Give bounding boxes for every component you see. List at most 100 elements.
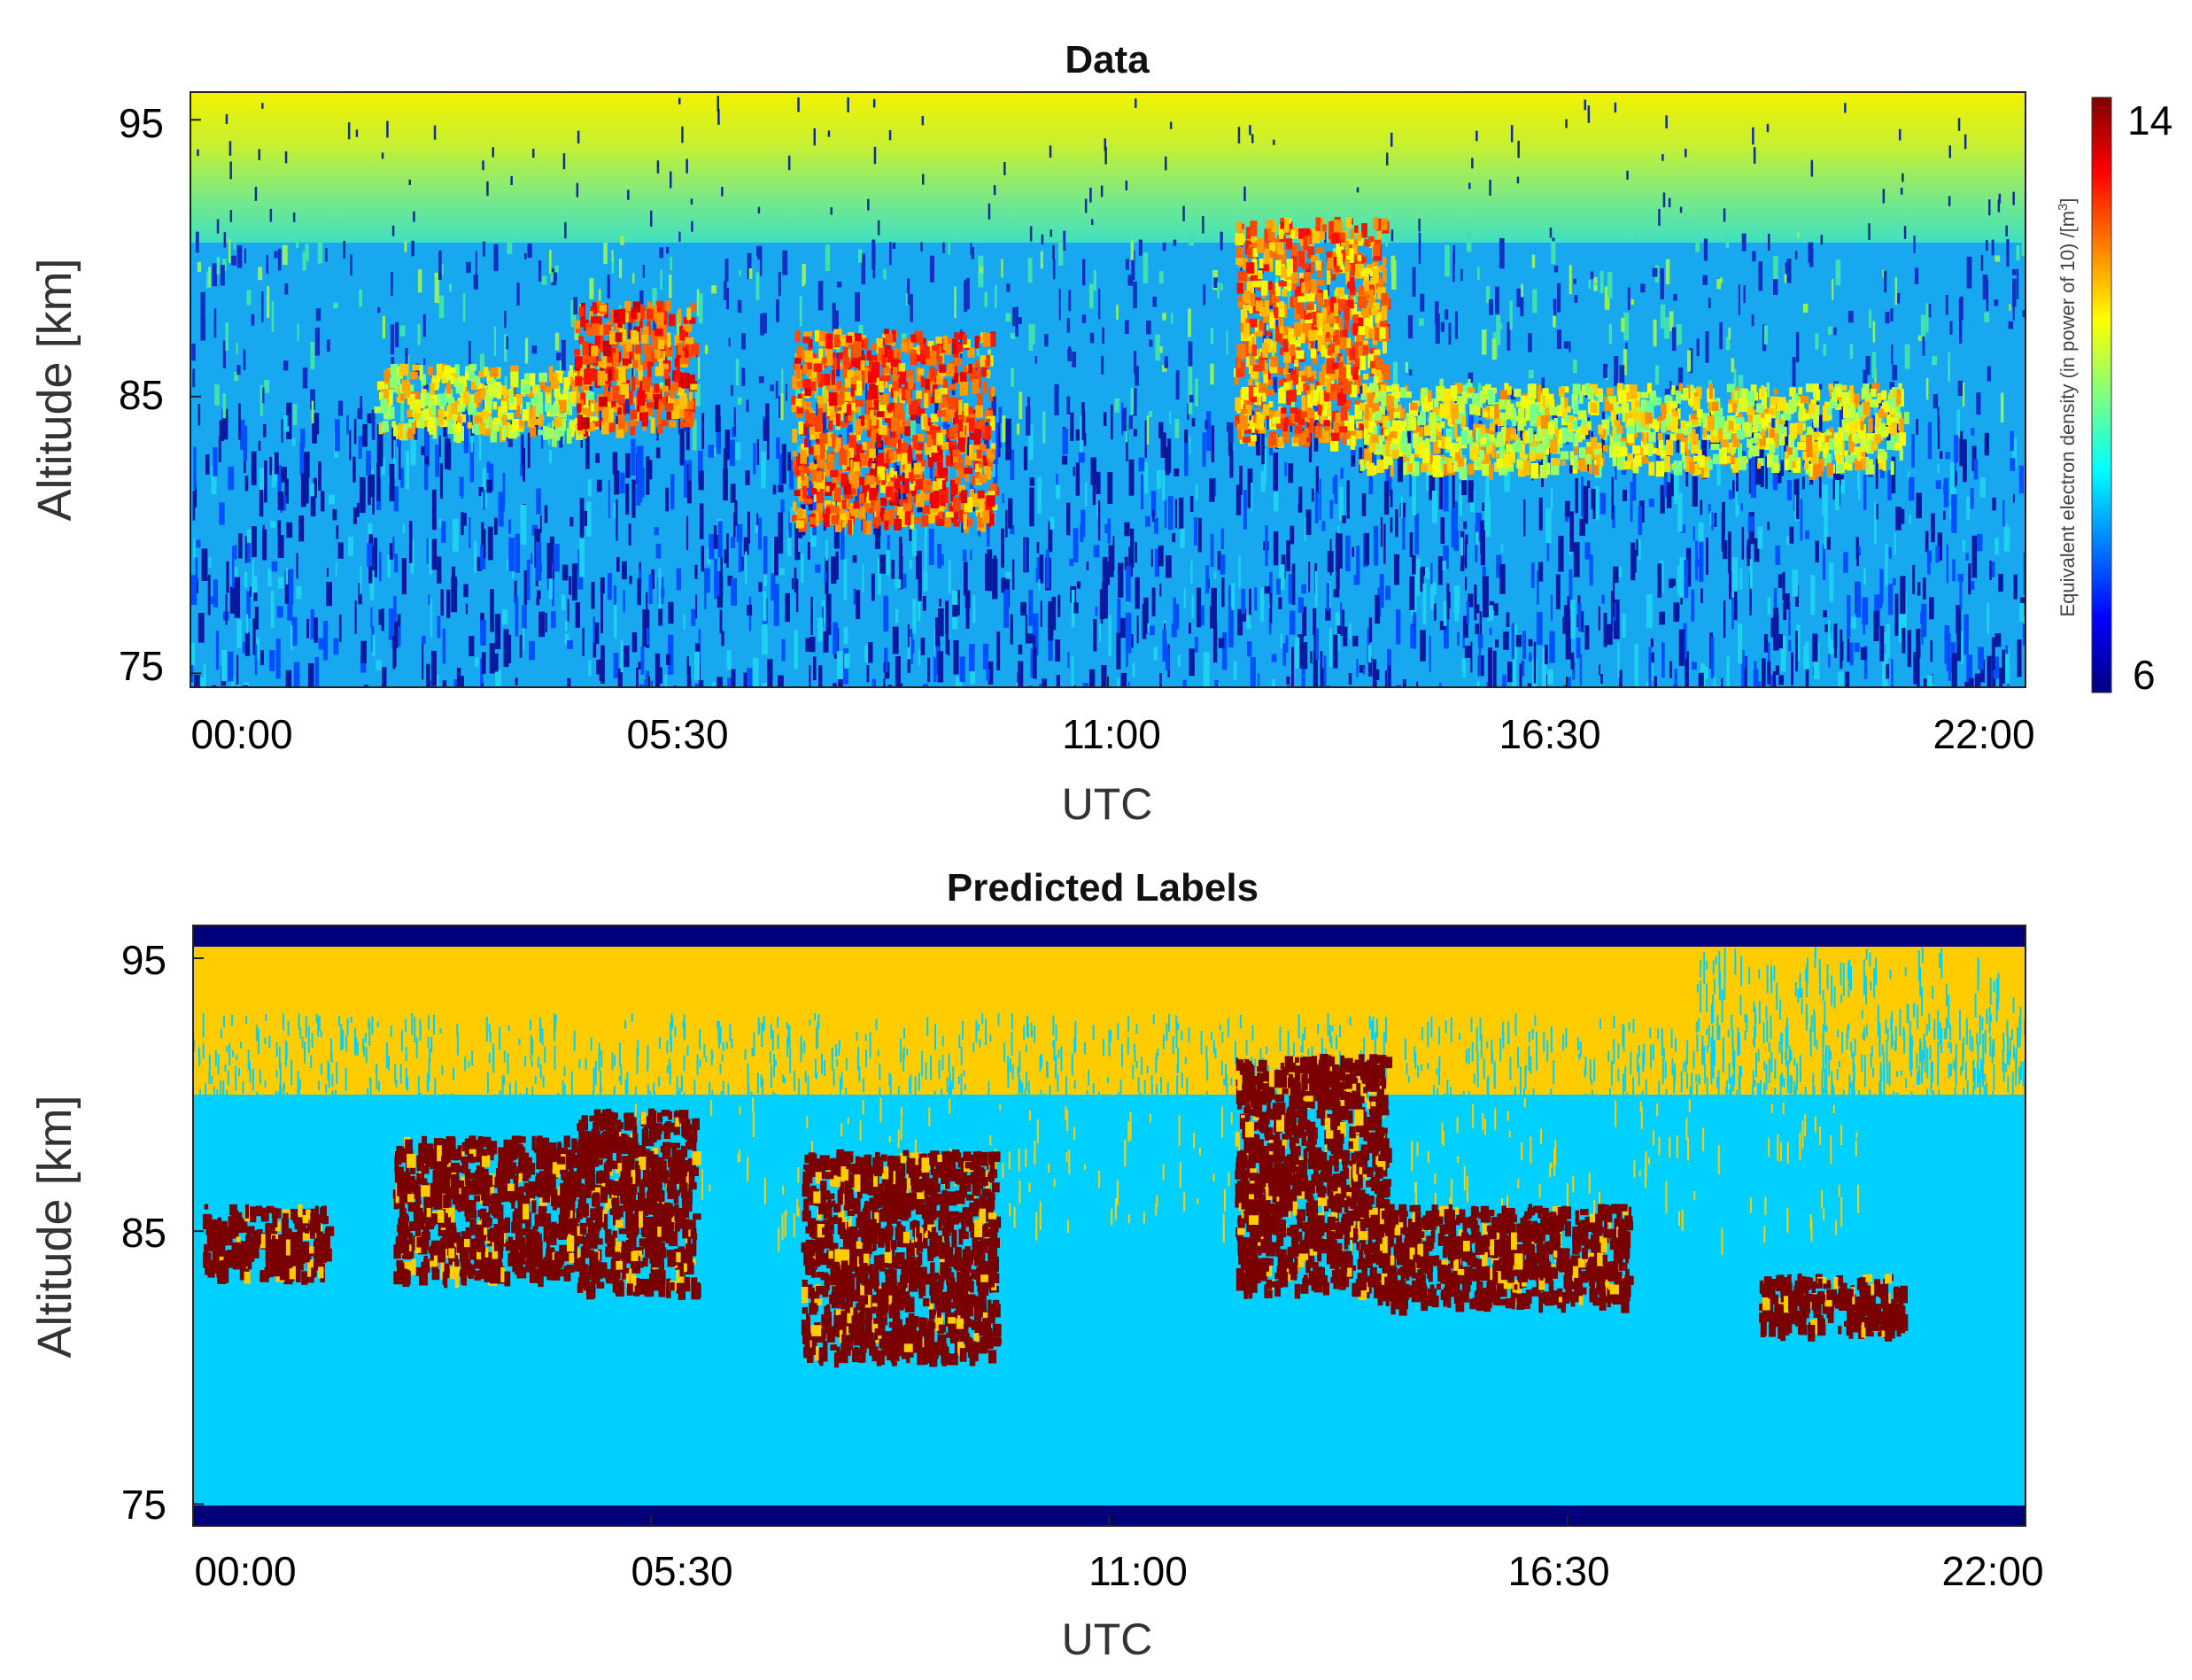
data-noise-streak (246, 529, 253, 543)
data-noise-streak (1372, 659, 1377, 687)
data-noise-streak (598, 289, 601, 313)
data-feature-cell (885, 410, 894, 419)
data-feature-cell (1307, 394, 1313, 408)
data-feature-cell (555, 429, 565, 437)
data-noise-streak (355, 129, 359, 137)
data-feature-cell (657, 407, 662, 424)
data-noise-streak (802, 263, 806, 284)
data-feature-cell (681, 411, 689, 420)
data-noise-streak (1921, 603, 1927, 638)
data-noise-streak (1729, 570, 1732, 600)
data-noise-streak (1409, 576, 1415, 610)
data-noise-streak (1886, 623, 1890, 658)
data-noise-streak (1684, 560, 1689, 599)
data-noise-streak (445, 413, 448, 453)
data-noise-streak (1302, 606, 1307, 637)
data-noise-streak (1269, 572, 1273, 605)
data-feature-cell (684, 406, 693, 414)
data-noise-streak (1956, 605, 1962, 634)
data-feature-cell (475, 412, 483, 419)
data-noise-streak (645, 670, 650, 687)
data-noise-streak (986, 669, 990, 681)
data-noise-streak (1279, 564, 1285, 590)
data-noise-streak (1282, 643, 1286, 666)
data-noise-streak (910, 420, 916, 438)
data-noise-streak (437, 615, 441, 639)
data-feature-cell (803, 331, 812, 337)
data-noise-streak (1171, 313, 1173, 324)
data-noise-streak (712, 682, 716, 687)
data-feature-cell (656, 337, 665, 350)
data-feature-cell (972, 493, 979, 507)
data-noise-streak (1661, 154, 1664, 161)
data-noise-streak (595, 453, 600, 463)
data-noise-streak (382, 457, 385, 476)
data-feature-cell (1339, 356, 1344, 362)
data-noise-streak (952, 604, 958, 617)
data-noise-streak (1691, 589, 1695, 622)
data-noise-streak (726, 288, 730, 310)
data-noise-streak (1165, 446, 1170, 476)
data-noise-streak (778, 512, 784, 554)
data-noise-streak (785, 592, 790, 623)
data-noise-streak (1189, 623, 1191, 634)
data-feature-cell (1305, 230, 1313, 244)
data-feature-cell (804, 350, 813, 363)
data-noise-streak (1352, 296, 1356, 303)
data-noise-streak (404, 241, 407, 252)
data-noise-streak (1685, 149, 1687, 158)
data-noise-streak (372, 634, 376, 656)
data-noise-streak (1598, 606, 1600, 631)
data-feature-cell (613, 352, 619, 367)
data-feature-cell (593, 421, 600, 427)
data-noise-streak (2002, 499, 2005, 527)
data-noise-streak (1809, 248, 1814, 267)
data-feature-cell (1348, 304, 1358, 315)
data-noise-streak (765, 403, 770, 423)
data-feature-cell (668, 396, 674, 404)
data-feature-cell (1264, 228, 1269, 244)
data-feature-cell (519, 426, 524, 432)
data-noise-streak (1494, 603, 1499, 615)
data-feature-cell (800, 450, 807, 464)
data-feature-cell (587, 356, 596, 363)
data-noise-streak (695, 383, 701, 406)
data-noise-streak (647, 460, 653, 480)
data-feature-cell (920, 376, 926, 388)
data-feature-cell (579, 362, 586, 377)
data-noise-streak (222, 340, 226, 368)
data-feature-cell (934, 468, 940, 484)
data-feature-cell (1303, 323, 1312, 337)
data-feature-cell (1264, 300, 1270, 316)
data-feature-cell (554, 385, 561, 398)
data-noise-streak (813, 128, 816, 146)
data-noise-streak (877, 220, 880, 236)
data-feature-cell (679, 329, 686, 339)
data-noise-streak (1264, 437, 1269, 446)
data-feature-cell (846, 336, 853, 344)
data-feature-cell (647, 402, 655, 408)
data-feature-cell (815, 471, 823, 483)
data-noise-streak (289, 569, 294, 605)
data-noise-streak (993, 555, 997, 579)
data-noise-streak (761, 451, 766, 489)
data-feature-cell (924, 392, 929, 408)
data-noise-streak (1839, 407, 1842, 426)
data-noise-streak (1256, 422, 1261, 456)
data-noise-streak (322, 621, 329, 661)
data-noise-streak (480, 545, 486, 569)
data-noise-streak (1925, 303, 1929, 333)
data-feature-cell (655, 366, 664, 376)
data-feature-cell (1362, 280, 1372, 295)
data-feature-cell (1299, 275, 1305, 288)
data-feature-cell (944, 518, 951, 528)
data-feature-cell (794, 490, 801, 496)
data-noise-streak (287, 599, 293, 621)
data-feature-cell (939, 347, 945, 363)
data-feature-cell (1300, 408, 1305, 419)
data-feature-cell (828, 392, 838, 406)
data-noise-streak (1819, 457, 1822, 499)
data-noise-streak (727, 576, 733, 586)
data-noise-streak (1536, 612, 1543, 646)
data-noise-streak (1055, 639, 1061, 662)
